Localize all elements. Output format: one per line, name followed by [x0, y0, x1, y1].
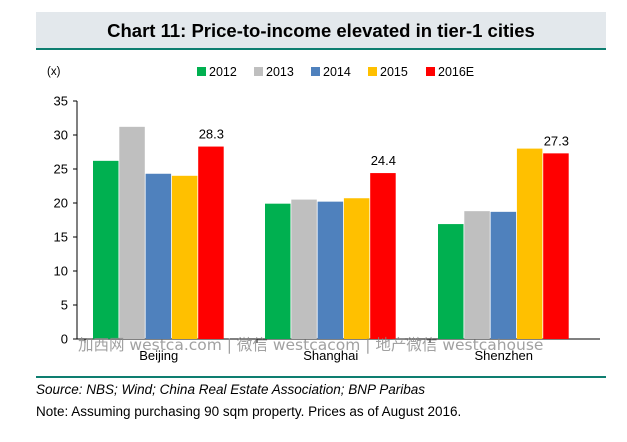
bar-shanghai-2012: [265, 203, 291, 339]
bar-beijing-2015: [171, 175, 198, 339]
bar-shenzhen-2012: [438, 224, 464, 339]
data-label: 28.3: [199, 127, 224, 142]
footnote: Note: Assuming purchasing 90 sqm propert…: [36, 404, 462, 419]
bar-shenzhen-2016e: [543, 153, 569, 339]
y-tick-label: 30: [54, 128, 68, 143]
legend-label: 2014: [323, 65, 351, 79]
bar-shanghai-2015: [343, 198, 370, 339]
legend-swatch: [254, 67, 263, 76]
y-tick-label: 25: [54, 162, 68, 177]
source-note: Source: NBS; Wind; China Real Estate Ass…: [36, 382, 426, 397]
bottom-divider: [36, 376, 606, 378]
chart-canvas: 0 5 10 15 20 25 30 35 (x) 2012 2013 2014 2015 2016E Be…: [47, 65, 600, 363]
y-tick-label: 35: [54, 94, 68, 109]
bar-shanghai-2014: [317, 201, 344, 339]
bar-beijing-2013: [119, 126, 145, 339]
legend-swatch: [311, 67, 320, 76]
legend-label: 2016E: [438, 65, 474, 79]
bar-beijing-2014: [145, 173, 172, 339]
bar-shenzhen-2015: [516, 148, 543, 339]
legend-label: 2012: [209, 65, 237, 79]
watermark-text: 加西网 westca.com | 微信 westcacom | 地产微信 wes…: [78, 336, 544, 354]
legend-swatch: [426, 67, 435, 76]
x-tick-label: Shenzhen: [474, 348, 533, 363]
bar-shanghai-2016e: [370, 173, 396, 339]
y-tick-label: 20: [54, 196, 68, 211]
y-tick-label: 10: [54, 264, 68, 279]
y-tick-label: 5: [61, 298, 68, 313]
x-tick-label: Shanghai: [303, 348, 358, 363]
bar-beijing-2012: [93, 160, 119, 339]
bar-beijing-2016e: [198, 146, 224, 339]
y-unit-label: (x): [47, 66, 61, 78]
data-label: 24.4: [371, 153, 396, 168]
legend-swatch: [197, 67, 206, 76]
y-tick-label: 0: [61, 332, 68, 347]
data-label: 27.3: [544, 133, 569, 148]
y-tick-label: 15: [54, 230, 68, 245]
legend-label: 2013: [266, 65, 294, 79]
legend-swatch: [368, 67, 377, 76]
x-tick-label: Beijing: [139, 348, 178, 363]
bar-shenzhen-2013: [464, 211, 490, 339]
bar-shanghai-2013: [291, 199, 317, 339]
title-bar: Chart 11: Price-to-income elevated in ti…: [36, 12, 606, 50]
bar-shenzhen-2014: [490, 211, 517, 339]
legend-label: 2015: [380, 65, 408, 79]
chart-title: Chart 11: Price-to-income elevated in ti…: [107, 20, 535, 41]
